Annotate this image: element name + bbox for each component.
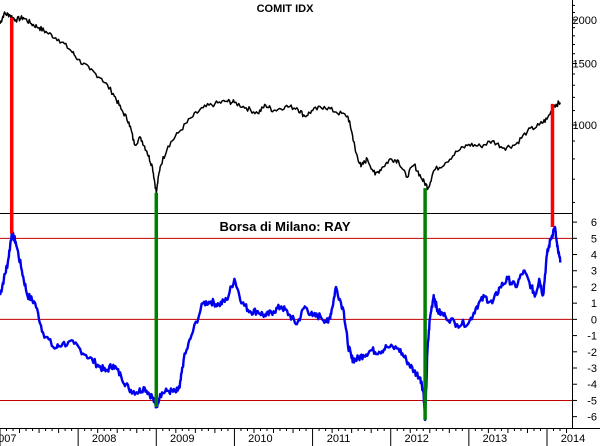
comit-idx-line	[0, 11, 561, 194]
x-year-label-7: 2014	[561, 433, 585, 445]
ray-y-tick-label-0: 6	[591, 217, 597, 229]
x-year-label-5: 2012	[404, 433, 428, 445]
ray-y-tick-label-3: 3	[591, 266, 597, 278]
signal-markers	[9, 17, 555, 420]
ray-y-tick-label-8: -2	[587, 347, 597, 359]
comit-idx-y-axis: 1000 1500 2000	[572, 4, 597, 204]
x-year-label-4: 2011	[327, 433, 351, 445]
time-x-axis: 2007 2008 2009 2010 2011 2012 2013 2014	[0, 428, 585, 446]
x-year-label-2: 2009	[170, 433, 194, 445]
comit-idx-panel: COMIT IDX	[257, 3, 314, 15]
x-year-label-0: 2007	[0, 433, 16, 445]
ray-y-tick-label-11: -5	[587, 395, 597, 407]
comit-idx-y-tick-label-1: 1500	[573, 59, 597, 71]
x-year-label-3: 2010	[248, 433, 272, 445]
ray-y-tick-label-12: -6	[587, 412, 597, 424]
comit-idx-y-tick-label-0: 1000	[573, 120, 597, 132]
ray-y-tick-label-6: 0	[591, 314, 597, 326]
comit-idx-title: COMIT IDX	[257, 3, 314, 15]
series-lines	[0, 11, 562, 422]
panel-frames	[0, 0, 600, 429]
reference-lines	[0, 237, 572, 401]
x-year-label-6: 2013	[483, 433, 507, 445]
ray-y-tick-label-4: 2	[591, 282, 597, 294]
ray-y-axis: 6 5 4 3 2 1 0 -1 -2 -3 -4 -5 -6	[572, 217, 597, 424]
x-year-label-1: 2008	[92, 433, 116, 445]
ray-y-tick-label-9: -3	[587, 363, 597, 375]
ray-title: Borsa di Milano: RAY	[220, 219, 351, 234]
ray-line	[0, 225, 562, 422]
ray-panel: Borsa di Milano: RAY	[220, 219, 351, 234]
ray-y-tick-label-2: 4	[591, 250, 597, 262]
ray-y-tick-label-5: 1	[591, 298, 597, 310]
comit-idx-y-tick-label-2: 2000	[573, 15, 597, 27]
ray-y-tick-label-10: -4	[587, 379, 597, 391]
ray-y-tick-label-7: -1	[587, 331, 597, 343]
ray-y-tick-label-1: 5	[591, 233, 597, 245]
